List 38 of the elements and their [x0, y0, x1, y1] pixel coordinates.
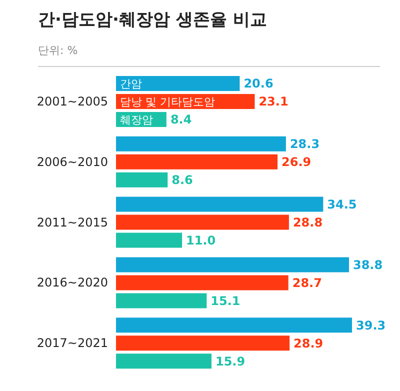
data-label: 26.9 [282, 155, 312, 170]
data-label: 28.9 [294, 336, 324, 350]
y-tick-label: 2016~2020 [36, 276, 108, 290]
bar [116, 354, 212, 369]
bar [116, 172, 168, 188]
series-label: 간암 [120, 77, 142, 90]
data-label: 34.5 [327, 198, 357, 212]
bar [116, 154, 278, 170]
bar [116, 336, 290, 351]
data-label: 39.3 [356, 318, 386, 332]
bar [116, 136, 286, 152]
bar [116, 196, 324, 212]
data-label: 15.1 [210, 294, 240, 308]
data-label: 38.8 [352, 258, 383, 272]
data-label: 8.6 [172, 173, 193, 188]
data-label: 23.1 [258, 94, 288, 109]
bar [116, 232, 182, 248]
bar [116, 318, 352, 333]
data-label: 28.7 [292, 276, 322, 290]
data-label: 15.9 [215, 354, 246, 368]
chart-title: 간·담도암·췌장암 생존율 비교 [38, 9, 268, 31]
bar [116, 275, 288, 290]
bar [116, 76, 240, 91]
data-label: 11.0 [186, 234, 216, 248]
y-tick-label: 2001~2005 [36, 94, 108, 108]
y-tick-label: 2017~2021 [36, 336, 108, 350]
bar [116, 214, 289, 230]
y-tick-label: 2006~2010 [36, 154, 108, 169]
bar [116, 293, 207, 308]
chart-subtitle: 단위: % [38, 43, 79, 58]
data-label: 8.4 [170, 112, 192, 127]
series-label: 담낭 및 기타담도암 [120, 95, 215, 108]
data-label: 20.6 [244, 76, 274, 91]
y-tick-label: 2011~2015 [36, 215, 108, 230]
data-label: 28.3 [290, 137, 320, 152]
series-label: 췌장암 [120, 113, 153, 126]
data-label: 28.8 [292, 216, 323, 230]
bar [116, 257, 349, 272]
